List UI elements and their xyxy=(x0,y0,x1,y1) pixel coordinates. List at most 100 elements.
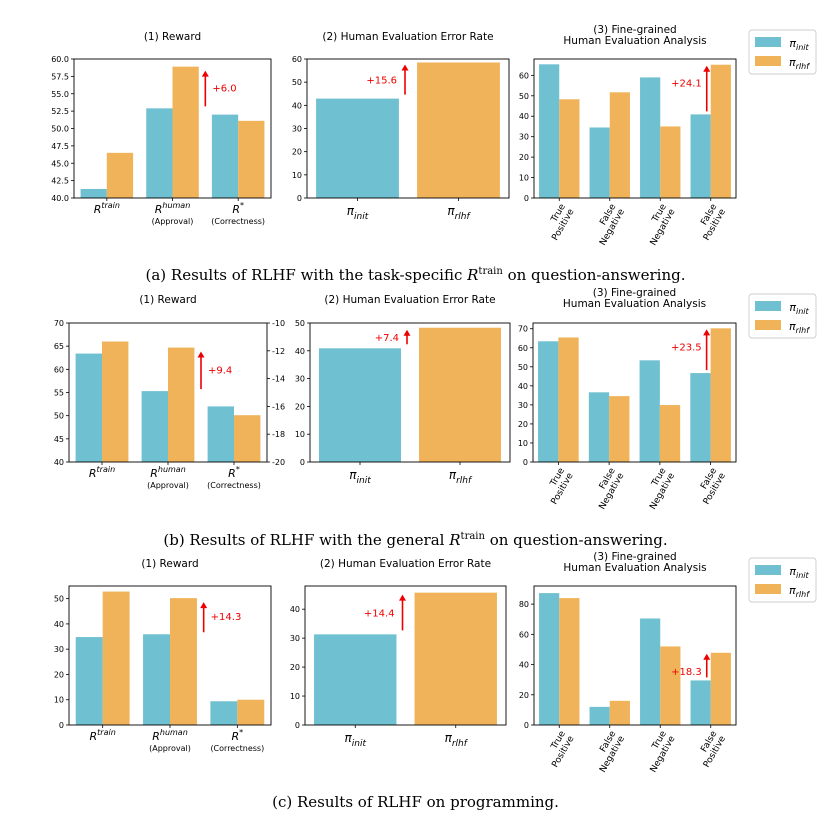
caption-a: (a) Results of RLHF with the task-specif… xyxy=(145,266,686,284)
x-tick-sublabel: (Correctness) xyxy=(211,217,265,226)
y-tick-label: 60 xyxy=(54,365,64,374)
y-tick-label: 10 xyxy=(54,696,64,705)
y-tick-label: 65 xyxy=(54,342,64,351)
y-tick-label: 40.0 xyxy=(51,194,69,203)
y-tick-label: 10 xyxy=(295,430,305,439)
y-tick-label: 55 xyxy=(54,389,64,398)
bar-init xyxy=(319,348,401,462)
annot-arrow xyxy=(201,70,209,107)
right-y-tick-label: -16 xyxy=(272,402,285,411)
bar-init xyxy=(146,108,173,198)
x-tick-label: πrlhf xyxy=(447,204,471,222)
x-tick-sublabel: (Correctness) xyxy=(207,481,261,490)
y-tick-label: 70 xyxy=(518,325,528,334)
annot-arrow-head xyxy=(197,351,205,358)
y-tick-label: 50 xyxy=(292,78,302,87)
legend-swatch-init xyxy=(755,565,781,575)
x-tick-sublabel: (Approval) xyxy=(147,481,189,490)
x-tick-sublabel: (Approval) xyxy=(152,217,194,226)
bar-init xyxy=(210,701,238,725)
annot-arrow-head xyxy=(401,64,409,71)
legend-swatch-init xyxy=(755,37,781,47)
bar-rlhf xyxy=(710,328,731,462)
bar-rlhf xyxy=(102,591,130,725)
y-tick-label: 50 xyxy=(54,595,64,604)
bar-rlhf xyxy=(419,327,501,462)
x-tick-label: Rtrain xyxy=(94,201,120,216)
x-tick-label: πinit xyxy=(347,204,369,222)
annot-label: +24.1 xyxy=(671,79,702,90)
annot-arrow-head xyxy=(399,594,406,601)
annot-arrow-head xyxy=(703,329,711,336)
bar-init xyxy=(75,637,103,725)
bar-init xyxy=(314,634,397,725)
bar-rlhf xyxy=(609,92,630,198)
bar-init xyxy=(640,618,661,725)
y-tick-label: 50 xyxy=(54,412,64,421)
bar-init xyxy=(143,634,170,725)
y-tick-label: 60 xyxy=(518,344,528,353)
y-tick-label: 47.5 xyxy=(51,142,69,151)
y-tick-label: 0 xyxy=(524,721,529,730)
bar-init xyxy=(589,706,610,725)
bar-init xyxy=(539,593,560,725)
y-tick-label: 40 xyxy=(54,620,64,629)
annot-arrow-head xyxy=(403,329,411,336)
annot-label: +9.4 xyxy=(208,365,232,376)
y-tick-label: 0 xyxy=(59,721,64,730)
bar-rlhf xyxy=(106,152,134,198)
bar-rlhf xyxy=(660,646,681,725)
bar-init xyxy=(690,373,711,462)
y-tick-label: 10 xyxy=(519,174,529,183)
right-y-tick-label: -20 xyxy=(272,458,285,467)
panel-title: (1) Reward xyxy=(144,31,201,43)
y-tick-label: 0 xyxy=(523,458,528,467)
plot-frame xyxy=(68,322,268,463)
panel-title: (2) Human Evaluation Error Rate xyxy=(322,31,493,43)
y-tick-label: 10 xyxy=(518,439,528,448)
annot-arrow xyxy=(403,329,411,345)
bar-rlhf xyxy=(659,405,681,462)
plot-frame xyxy=(309,322,511,463)
x-tick-label: R* xyxy=(232,728,244,743)
y-tick-label: 50.0 xyxy=(51,125,69,134)
bar-init xyxy=(588,392,610,462)
y-tick-label: 60 xyxy=(519,630,529,639)
y-tick-label: 0 xyxy=(524,194,529,203)
x-tick-label: Rhuman xyxy=(150,465,186,480)
annot-label: +14.3 xyxy=(211,612,242,623)
legend-swatch-rlhf xyxy=(755,56,781,66)
annot-arrow-head xyxy=(200,602,208,609)
bar-rlhf xyxy=(609,396,630,462)
bar-rlhf xyxy=(558,337,579,462)
legend-0: πinit πrlhf xyxy=(748,29,817,75)
y-tick-label: 40 xyxy=(292,101,302,110)
y-tick-label: 40 xyxy=(290,605,300,614)
y-tick-label: 20 xyxy=(292,148,302,157)
y-tick-label: 57.5 xyxy=(51,72,69,81)
annot-label: +7.4 xyxy=(375,333,399,344)
bar-rlhf xyxy=(238,120,265,198)
bar-rlhf xyxy=(414,592,497,725)
right-y-tick-label: -12 xyxy=(272,347,285,356)
plot-frame xyxy=(532,322,737,463)
panel-title: (2) Human Evaluation Error Rate xyxy=(320,558,491,570)
y-tick-label: 30 xyxy=(292,125,302,134)
x-tick-label: Rhuman xyxy=(155,201,191,216)
bar-rlhf xyxy=(170,598,197,725)
bar-init xyxy=(539,64,560,199)
y-tick-label: 40 xyxy=(518,382,528,391)
annot-arrow-head xyxy=(703,653,711,660)
panel-title: (3) Fine-grained xyxy=(593,287,676,299)
bar-init xyxy=(639,360,660,462)
y-tick-label: 55.0 xyxy=(51,90,69,99)
right-y-tick-label: -14 xyxy=(272,375,285,384)
bar-init xyxy=(80,188,107,198)
annot-arrow xyxy=(703,653,711,678)
annot-label: +14.4 xyxy=(364,609,395,620)
